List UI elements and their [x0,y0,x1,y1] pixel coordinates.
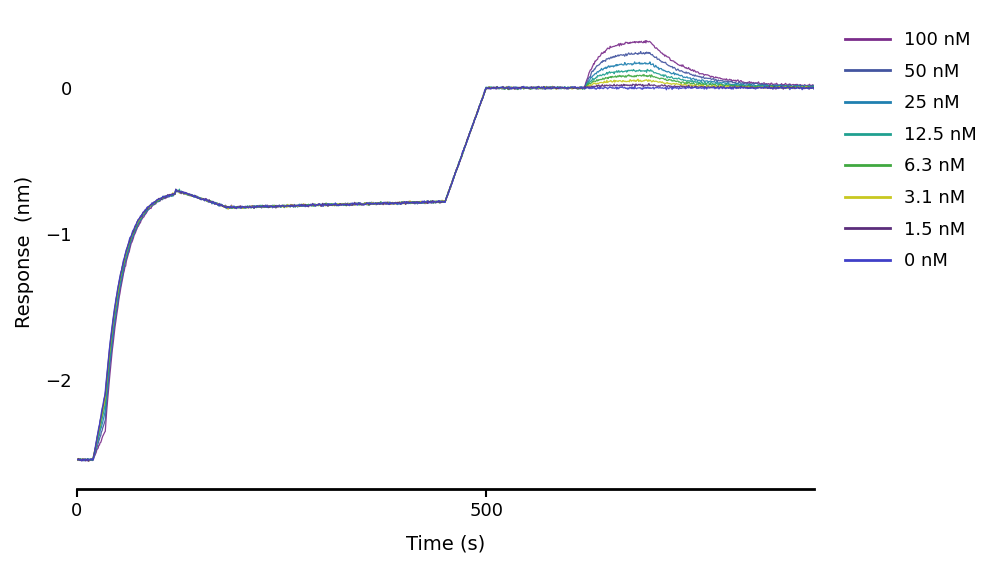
Legend: 100 nM, 50 nM, 25 nM, 12.5 nM, 6.3 nM, 3.1 nM, 1.5 nM, 0 nM: 100 nM, 50 nM, 25 nM, 12.5 nM, 6.3 nM, 3… [837,24,984,277]
Y-axis label: Response  (nm): Response (nm) [15,176,34,328]
X-axis label: Time (s): Time (s) [406,534,485,553]
